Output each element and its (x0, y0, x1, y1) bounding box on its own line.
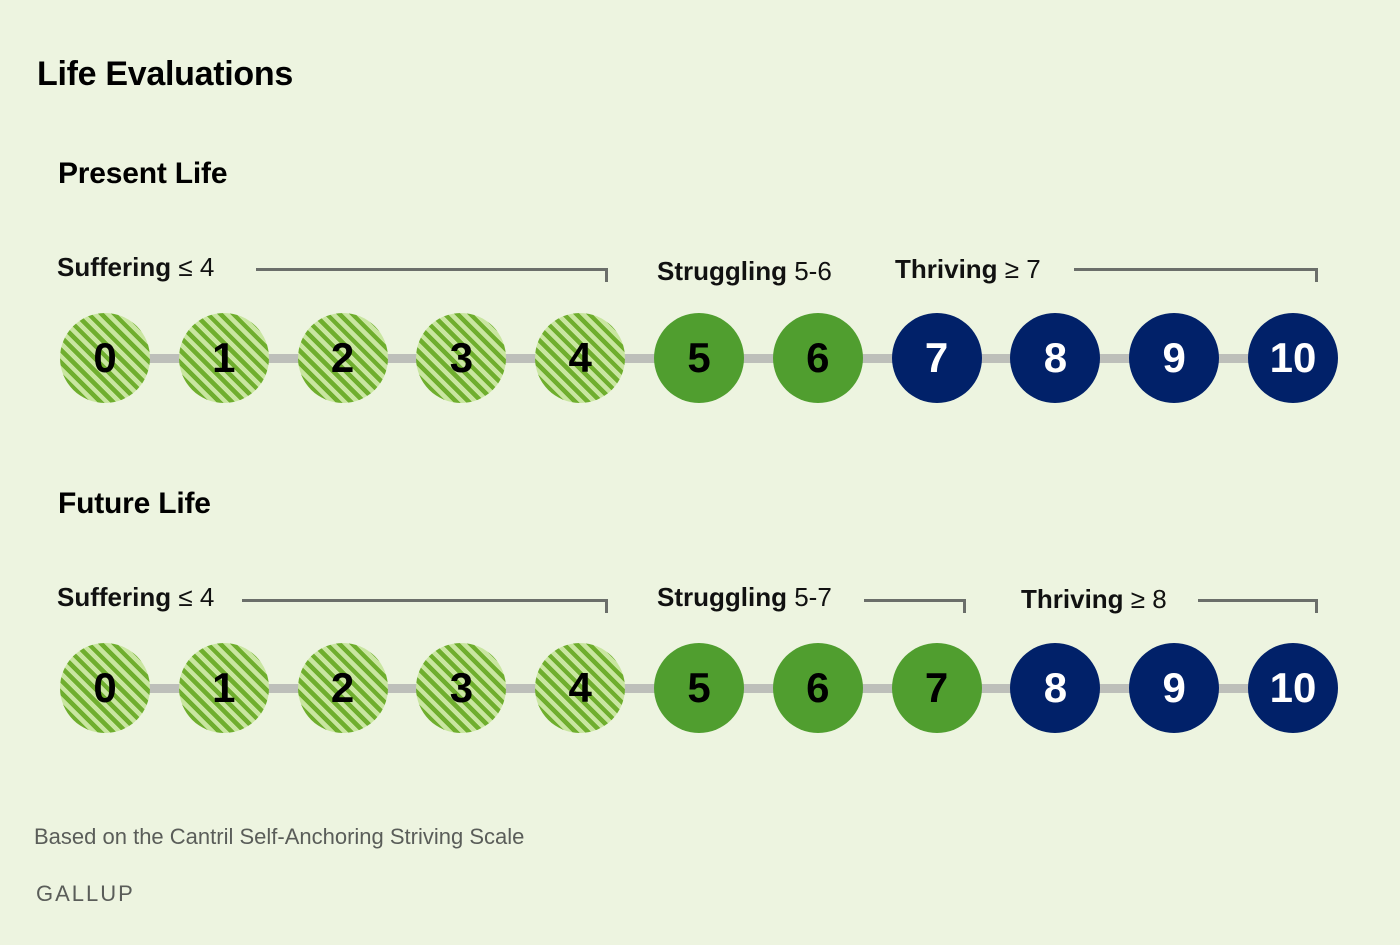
scale-value: 3 (449, 664, 474, 711)
scale-connector (979, 683, 1013, 693)
scale-connector (979, 353, 1013, 363)
group-label-thriving-present: Thriving ≥ 7 (895, 254, 1041, 285)
chart-title: Life Evaluations (37, 55, 293, 93)
scale-circle-9: 9 (1129, 313, 1220, 403)
thriving-bracket-future (1198, 599, 1318, 613)
section-heading-future: Future Life (58, 487, 211, 520)
group-range: 5-6 (794, 256, 832, 286)
struggling-bracket-future (864, 599, 966, 613)
scale-connector (504, 683, 538, 693)
scale-value: 1 (212, 334, 236, 381)
scale-value: 4 (568, 664, 592, 711)
scale-value: 10 (1269, 334, 1317, 381)
group-name: Struggling (657, 582, 787, 612)
group-label-suffering-present: Suffering ≤ 4 (57, 252, 214, 283)
gallup-logo: GALLUP (36, 881, 135, 906)
scale-connector (860, 683, 894, 693)
scale-circle-5: 5 (654, 313, 744, 403)
group-label-struggling-future: Struggling 5-7 (657, 582, 832, 613)
scale-circle-2: 2 (297, 643, 388, 733)
scale-circle-1: 1 (178, 643, 269, 733)
scale-circle-4: 4 (535, 313, 626, 403)
scale-value: 2 (330, 334, 355, 381)
suffering-bracket-present (256, 268, 608, 282)
scale-circle-9: 9 (1129, 643, 1220, 733)
group-name: Suffering (57, 252, 172, 282)
group-label-struggling-present: Struggling 5-6 (657, 256, 832, 287)
scale-circle-0: 0 (60, 313, 150, 403)
scale-circle-8: 8 (1010, 313, 1101, 403)
scale-connector (148, 683, 181, 693)
scale-connector (623, 353, 656, 363)
scale-connector (385, 683, 419, 693)
scale-value: 8 (1043, 664, 1068, 711)
scale-circle-8: 8 (1010, 643, 1101, 733)
scale-circle-7: 7 (891, 313, 982, 403)
scale-connector (266, 683, 300, 693)
scale-row-future: 0 1 2 3 4 5 6 7 8 9 10 (60, 643, 1338, 733)
thriving-bracket-present (1074, 268, 1318, 282)
scale-value: 4 (568, 334, 592, 381)
scale-value: 6 (806, 664, 830, 711)
scale-value: 9 (1162, 334, 1186, 381)
scale-connector (504, 353, 538, 363)
group-name: Struggling (657, 256, 787, 286)
scale-circle-2: 2 (297, 313, 388, 403)
scale-circle-10: 10 (1248, 313, 1338, 403)
scale-connector (623, 683, 656, 693)
group-label-thriving-future: Thriving ≥ 8 (1021, 584, 1167, 615)
scale-value: 7 (924, 334, 949, 381)
scale-connector (860, 353, 894, 363)
section-heading-present: Present Life (58, 157, 228, 190)
scale-circle-0: 0 (60, 643, 150, 733)
scale-circle-5: 5 (654, 643, 744, 733)
group-name: Thriving (1021, 584, 1124, 614)
scale-connector (385, 353, 419, 363)
scale-circle-1: 1 (178, 313, 269, 403)
scale-connector (148, 353, 181, 363)
scale-value: 3 (449, 334, 474, 381)
scale-connector (742, 353, 775, 363)
scale-connector (1217, 683, 1250, 693)
scale-circle-3: 3 (416, 313, 507, 403)
group-range: ≥ 7 (1004, 254, 1041, 284)
group-range: ≤ 4 (178, 582, 215, 612)
scale-value: 8 (1043, 334, 1068, 381)
group-range: ≤ 4 (178, 252, 215, 282)
scale-connector (266, 353, 300, 363)
scale-value: 2 (330, 664, 355, 711)
group-name: Thriving (895, 254, 998, 284)
scale-circle-7: 7 (891, 643, 982, 733)
suffering-bracket-future (242, 599, 608, 613)
scale-connector (742, 683, 775, 693)
group-label-suffering-future: Suffering ≤ 4 (57, 582, 214, 613)
group-range: 5-7 (794, 582, 832, 612)
scale-row-present: 0 1 2 3 4 5 6 7 8 9 10 (60, 313, 1338, 403)
scale-value: 6 (806, 334, 830, 381)
scale-value: 9 (1162, 664, 1186, 711)
scale-circle-6: 6 (772, 643, 863, 733)
scale-value: 1 (212, 664, 236, 711)
scale-value: 0 (93, 334, 117, 381)
footnote: Based on the Cantril Self-Anchoring Stri… (34, 824, 525, 849)
scale-circle-4: 4 (535, 643, 626, 733)
scale-value: 5 (687, 334, 711, 381)
scale-connector (1217, 353, 1250, 363)
scale-circle-10: 10 (1248, 643, 1338, 733)
scale-connector (1098, 353, 1132, 363)
scale-value: 10 (1269, 664, 1317, 711)
scale-value: 7 (924, 664, 949, 711)
scale-value: 5 (687, 664, 711, 711)
scale-value: 0 (93, 664, 117, 711)
group-range: ≥ 8 (1130, 584, 1167, 614)
scale-circle-3: 3 (416, 643, 507, 733)
scale-connector (1098, 683, 1132, 693)
scale-circle-6: 6 (772, 313, 863, 403)
group-name: Suffering (57, 582, 172, 612)
